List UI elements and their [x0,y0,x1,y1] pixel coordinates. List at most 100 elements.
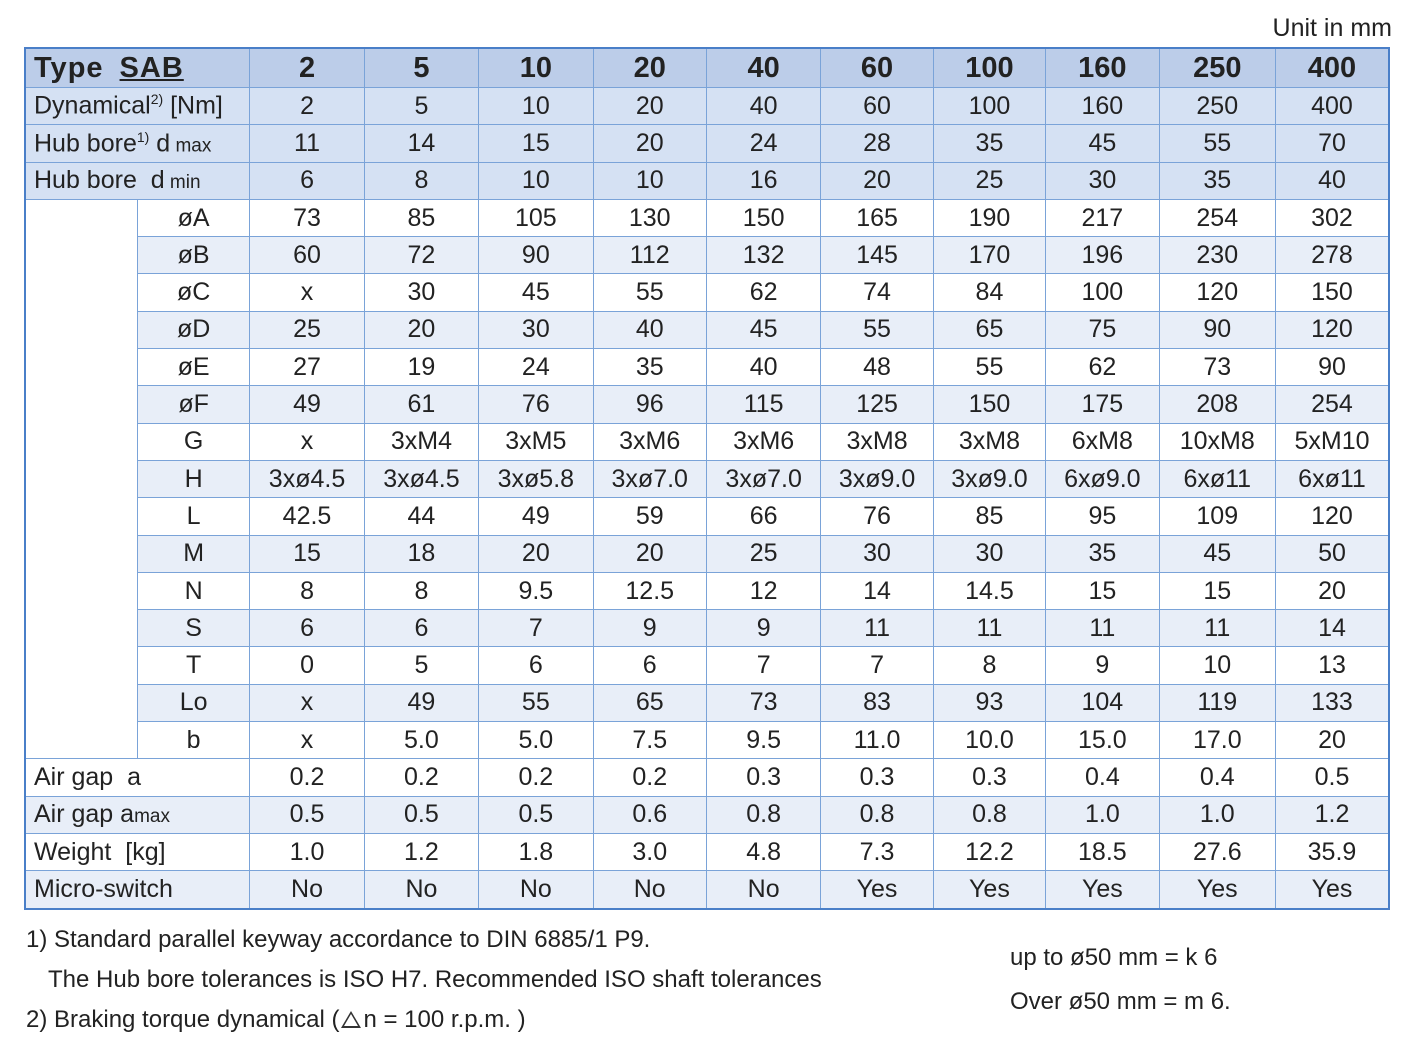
dimension-label: øA [136,198,251,238]
dimension-gutter [24,423,138,461]
size-header-cell: 160 [1045,47,1160,88]
table-cell: 8 [249,571,365,611]
table-cell: 0.5 [363,795,480,834]
table-cell: 100 [932,86,1047,126]
table-row: M 15 18 20 20 25 30 30 35 45 50 [24,534,1390,573]
row-label-text: Weight [34,837,112,866]
table-cell: 28 [820,124,934,163]
table-cell: No [478,870,594,910]
table-cell: 6xø9.0 [1045,459,1160,499]
table-cell: 104 [1045,683,1160,723]
type-header-cell: Type SAB [24,47,251,88]
table-cell: 35.9 [1274,832,1390,872]
table-row: øE 27 19 24 35 40 48 55 62 73 90 [24,348,1390,387]
size-header-cell: 20 [592,47,707,88]
dimension-gutter [24,646,138,685]
table-cell: 125 [820,385,934,424]
table-cell: 208 [1158,385,1276,424]
table-cell: 6 [592,646,707,685]
table-cell: 0 [249,646,365,685]
table-cell: 0.2 [363,758,480,797]
table-cell: 1.0 [1158,795,1276,834]
table-cell: 160 [1045,86,1160,126]
table-cell: 0.5 [478,795,594,834]
table-cell: 75 [1045,310,1160,350]
table-cell: 44 [363,497,480,536]
table-cell: 24 [478,348,594,387]
table-cell: 6xø11 [1274,459,1390,499]
table-cell: 120 [1274,310,1390,350]
row-label-suffix: [kg] [111,837,166,866]
table-cell: 119 [1158,683,1276,723]
table-cell: 14 [363,124,480,163]
table-cell: 13 [1274,646,1390,685]
table-cell: 145 [820,236,934,275]
table-cell: 8 [363,161,480,200]
table-cell: 35 [1045,534,1160,573]
table-cell: 10 [1158,646,1276,685]
table-cell: 3xø9.0 [820,459,934,499]
table-cell: 0.3 [705,758,822,797]
table-cell: 62 [705,273,822,312]
dimension-gutter [24,348,138,386]
table-cell: 60 [820,86,934,126]
table-cell: 59 [592,497,707,536]
row-label-suffix: a [113,800,135,829]
table-cell: 0.4 [1045,758,1160,797]
table-cell: 1.0 [249,832,365,872]
table-row: Dynamical2) [Nm] 2 5 10 20 40 60 100 160 250 400 [24,86,1390,126]
unit-label: Unit in mm [1272,14,1392,42]
table-cell: 70 [1274,124,1390,163]
table-cell: 0.2 [249,758,365,797]
table-cell: 1.2 [363,832,480,872]
table-cell: 8 [932,646,1047,685]
table-row: Air gap amax 0.5 0.5 0.5 0.6 0.8 0.8 0.8 1.0 1.0 1… [24,795,1390,834]
table-cell: 61 [363,385,480,424]
row-label: Weight [kg] [24,832,251,872]
table-cell: 9.5 [478,571,594,611]
table-cell: 0.3 [820,758,934,797]
table-cell: 250 [1158,86,1276,126]
table-cell: 20 [1274,571,1390,611]
dimension-gutter [24,199,138,237]
table-row: b x 5.0 5.0 7.5 9.5 11.0 10.0 15.0 17.0 20 [24,721,1390,760]
table-cell: 150 [705,198,822,238]
table-cell: 3xø9.0 [932,459,1047,499]
table-cell: 165 [820,198,934,238]
table-cell: 74 [820,273,934,312]
table-cell: 20 [592,534,707,573]
table-cell: 6 [249,609,365,648]
table-cell: 3xø5.8 [478,459,594,499]
row-label-suffix: d [136,166,165,195]
dimension-gutter [24,273,138,312]
table-cell: 40 [1274,161,1390,200]
table-cell: 40 [592,310,707,350]
table-cell: 3xM8 [932,422,1047,461]
table-cell: 133 [1274,683,1390,723]
table-cell: 7 [478,609,594,648]
table-row: S 6 6 7 9 9 11 11 11 11 14 [24,609,1390,648]
table-cell: 6 [249,161,365,200]
size-header-cell: 40 [705,47,822,88]
table-cell: 25 [932,161,1047,200]
header-row: Type SAB 2 5 10 20 40 60 100 160 250 400 [24,47,1390,88]
table-cell: 7.3 [820,832,934,872]
table-cell: 76 [820,497,934,536]
table-cell: 45 [1045,124,1160,163]
table-cell: 49 [363,683,480,723]
dimension-label: øB [136,236,251,275]
table-cell: 55 [1158,124,1276,163]
dimension-gutter [24,497,138,536]
table-cell: 96 [592,385,707,424]
table-cell: 0.5 [249,795,365,834]
table-cell: 1.0 [1045,795,1160,834]
table-cell: 30 [478,310,594,350]
table-cell: 55 [820,310,934,350]
table-cell: 105 [478,198,594,238]
dimension-label: øD [136,310,251,350]
table-cell: x [249,721,365,760]
table-cell: 0.8 [820,795,934,834]
table-cell: 18 [363,534,480,573]
footnote-1-tolerance: The Hub bore tolerances is ISO H7. Recom… [48,966,822,993]
table-cell: 230 [1158,236,1276,275]
